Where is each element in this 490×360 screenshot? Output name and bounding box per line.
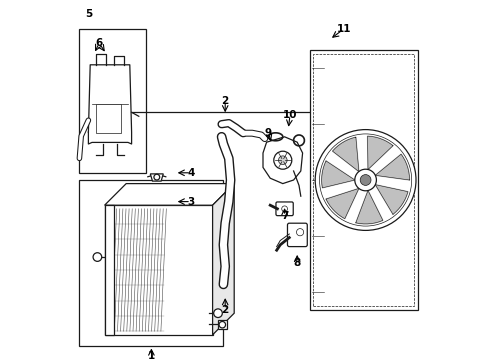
Bar <box>79 180 223 346</box>
Polygon shape <box>150 174 163 181</box>
Circle shape <box>274 151 292 169</box>
FancyBboxPatch shape <box>288 223 307 247</box>
Polygon shape <box>375 154 410 180</box>
Text: 11: 11 <box>337 24 351 34</box>
Text: 4: 4 <box>187 168 195 178</box>
Circle shape <box>360 175 371 185</box>
Circle shape <box>154 174 160 180</box>
Bar <box>104 205 213 335</box>
Circle shape <box>278 156 287 165</box>
Bar <box>96 104 121 133</box>
FancyBboxPatch shape <box>276 202 293 216</box>
Bar <box>104 205 114 335</box>
Bar <box>79 29 146 173</box>
Bar <box>218 320 227 329</box>
Polygon shape <box>375 185 408 214</box>
Text: 10: 10 <box>283 110 297 120</box>
Polygon shape <box>356 190 383 224</box>
Polygon shape <box>263 137 303 184</box>
Circle shape <box>315 130 416 230</box>
Text: 2: 2 <box>221 305 229 315</box>
Circle shape <box>156 199 162 205</box>
Text: 1: 1 <box>148 351 155 360</box>
Text: 3: 3 <box>187 197 195 207</box>
Polygon shape <box>333 137 359 172</box>
Polygon shape <box>213 184 234 335</box>
Text: 6: 6 <box>96 38 103 48</box>
Polygon shape <box>321 161 355 188</box>
Text: 8: 8 <box>294 258 301 268</box>
Polygon shape <box>326 188 359 219</box>
Circle shape <box>219 321 225 328</box>
Bar <box>314 54 414 306</box>
Circle shape <box>282 206 288 212</box>
Circle shape <box>93 253 102 261</box>
Polygon shape <box>368 136 393 170</box>
Polygon shape <box>104 184 234 205</box>
Circle shape <box>214 309 222 318</box>
Circle shape <box>319 134 412 226</box>
Polygon shape <box>148 198 166 207</box>
Text: 7: 7 <box>281 211 288 221</box>
Text: 5: 5 <box>85 9 92 19</box>
Circle shape <box>355 169 376 191</box>
Circle shape <box>296 229 304 236</box>
Bar <box>310 50 418 310</box>
Text: 2: 2 <box>221 96 229 106</box>
Text: 9: 9 <box>265 128 272 138</box>
